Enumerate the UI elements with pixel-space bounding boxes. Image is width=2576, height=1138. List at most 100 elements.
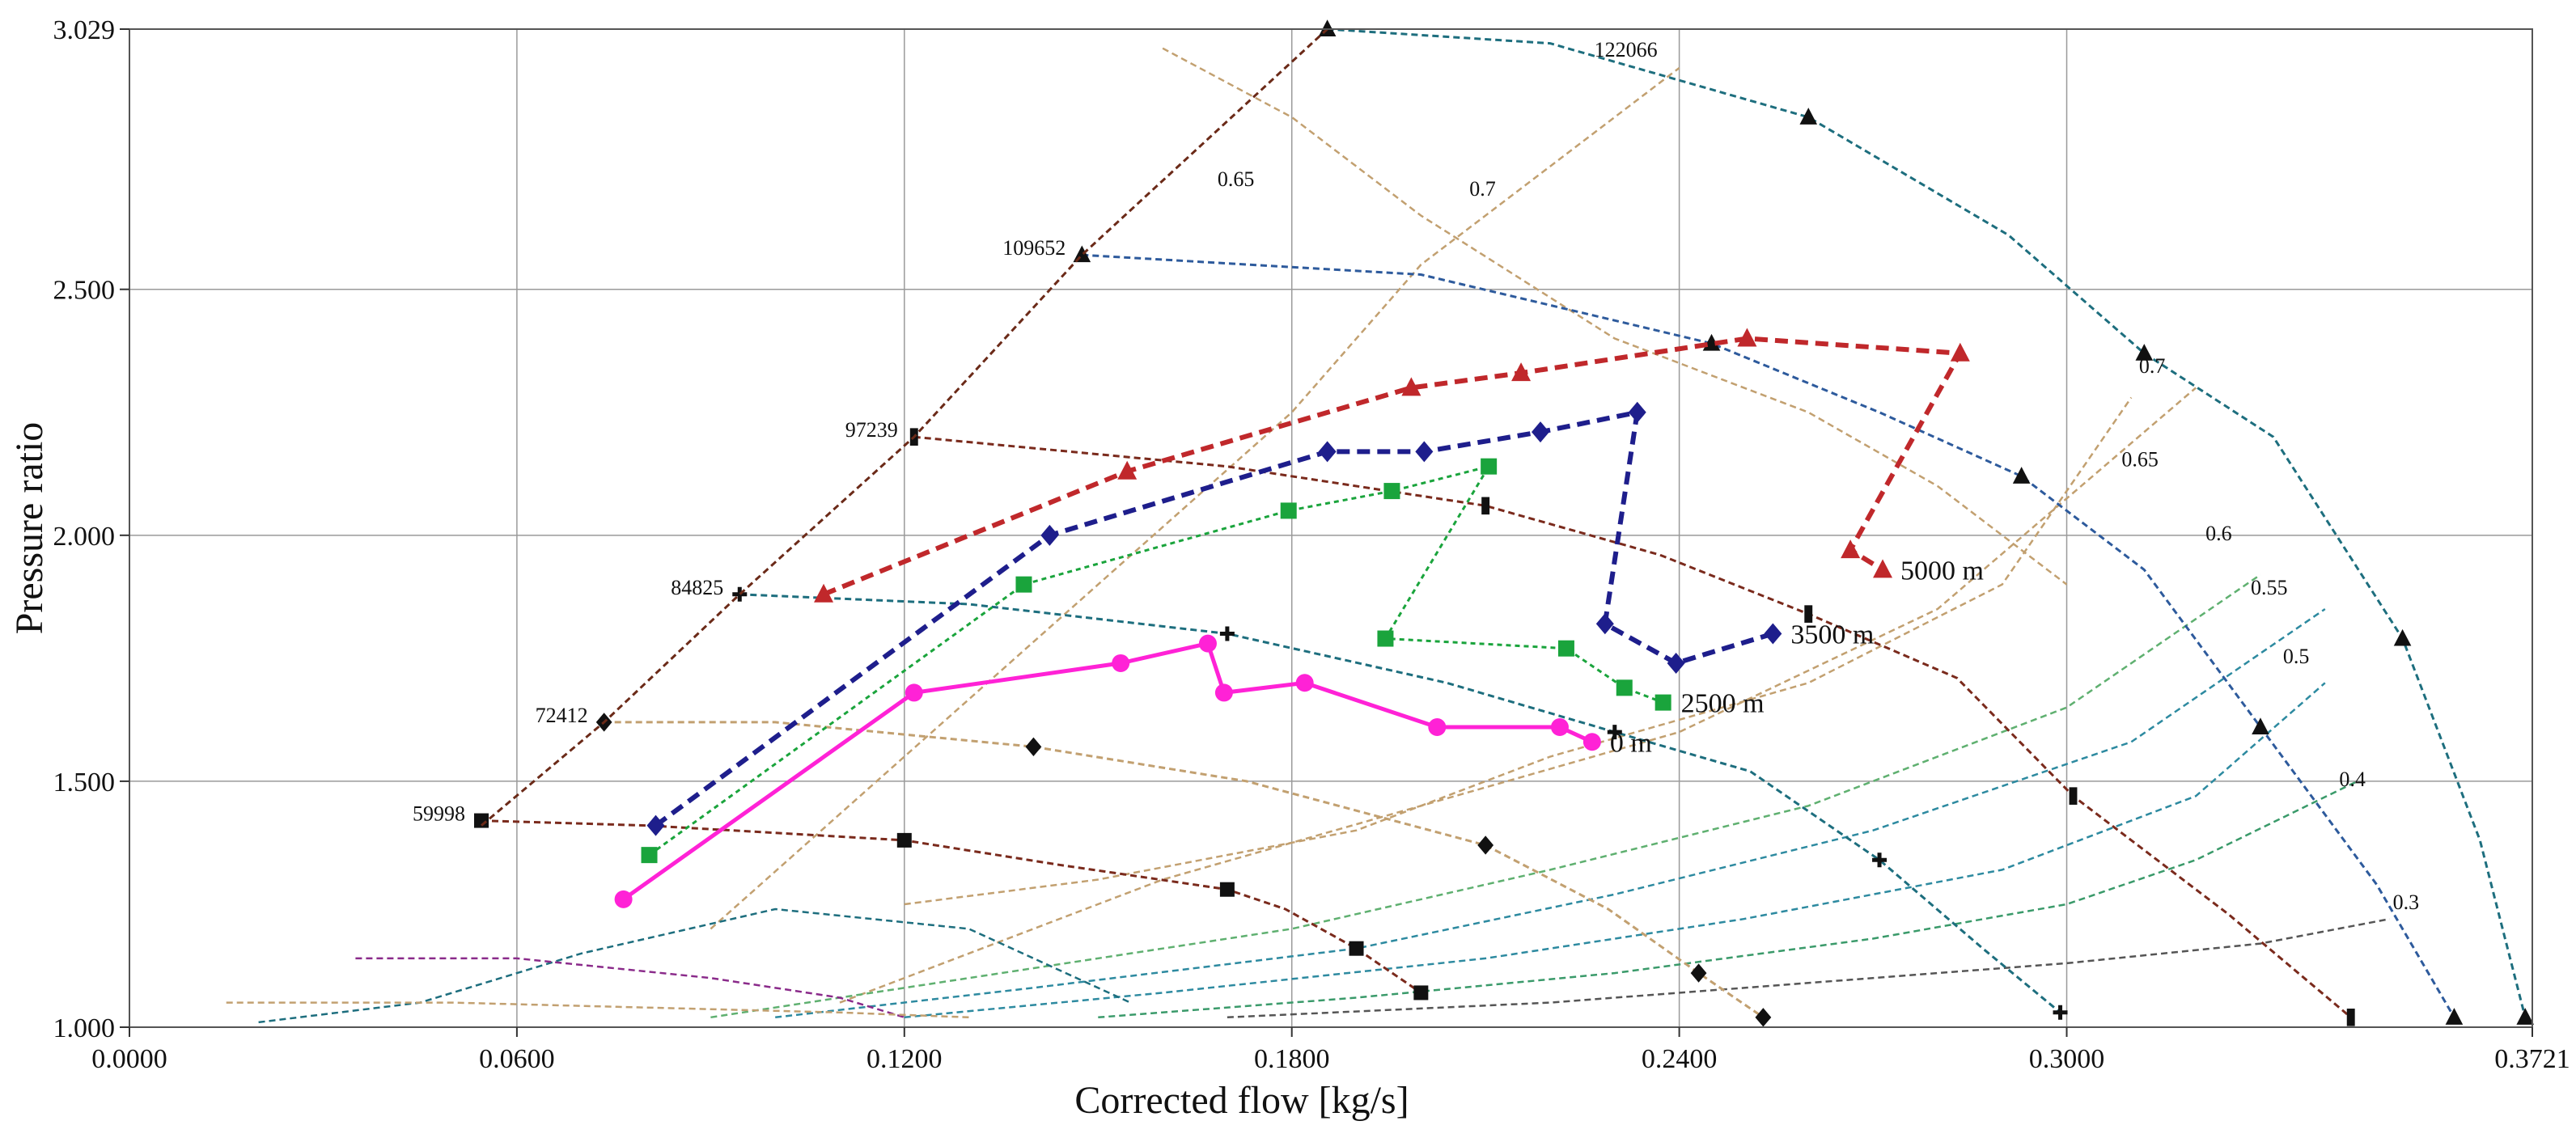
x-axis-title: Corrected flow [kg/s] [1074, 1079, 1409, 1122]
speed-line-marker [1481, 497, 1490, 515]
surge-line-group [481, 27, 1328, 827]
efficiency-islands [226, 47, 2390, 1024]
operating-point-3500m [1040, 524, 1059, 546]
speed-line-marker [2516, 1008, 2535, 1025]
efficiency-label: 0.7 [2139, 354, 2166, 378]
y-tick-label: 3.029 [53, 15, 116, 45]
operating-point-5000m [1841, 539, 1861, 559]
efficiency-label: 0.6 [2205, 522, 2232, 545]
speed-line-72412 [604, 721, 1765, 1019]
operating-point-0m [1112, 654, 1130, 672]
speed-line-59998 [481, 819, 1422, 994]
speed-line-marker [1477, 836, 1494, 855]
operating-point-3500m [1595, 613, 1614, 635]
operating-point-2500m [1654, 694, 1671, 711]
operating-point-5000m [1873, 559, 1893, 578]
operating-point-2500m [1557, 640, 1574, 657]
efficiency-label: 0.7 [1469, 177, 1496, 201]
surge-line [481, 27, 1328, 827]
speed-line-marker [1690, 963, 1707, 983]
operating-point-5000m [1950, 342, 1970, 362]
operating-point-3500m [1764, 623, 1782, 645]
operating-point-0m [1550, 718, 1569, 737]
operating-point-5000m [1401, 377, 1421, 396]
operating-point-3500m [1667, 652, 1685, 674]
x-tick-label: 0.1800 [1254, 1044, 1330, 1074]
operating-point-5000m [1511, 362, 1532, 382]
operating-point-2500m [641, 847, 658, 864]
grid [129, 29, 2532, 1027]
operating-point-3500m [1532, 421, 1550, 443]
speed-line-marker [2053, 1005, 2068, 1020]
speed-line-marker [1804, 605, 1813, 623]
speed-line-marker [1219, 882, 1235, 897]
efficiency-line [1162, 47, 2068, 586]
operating-point-3500m [646, 814, 665, 836]
speed-line-marker [732, 586, 748, 602]
efficiency-label: 0.65 [1218, 167, 1255, 191]
speed-line-marker [1755, 1008, 1772, 1027]
operating-point-2500m [1383, 483, 1400, 500]
altitude-label-3500m: 3500 m [1790, 620, 1874, 649]
speed-label-72412: 72412 [536, 704, 588, 727]
chart-labels: 59998 72412 84825 97239 109652 122066 0.65 0.7 0… [413, 38, 2419, 914]
speed-label-97239: 97239 [845, 418, 898, 442]
operating-point-2500m [1280, 502, 1297, 519]
operating-point-0m [1214, 683, 1233, 702]
speed-line-marker [1025, 737, 1042, 757]
plot-background [129, 29, 2532, 1027]
speed-line-marker [474, 813, 489, 828]
speed-line-marker [1872, 852, 1888, 868]
operating-point-5000m [814, 583, 834, 603]
operating-point-0m [1198, 634, 1217, 653]
x-tick-label: 0.0000 [91, 1044, 167, 1074]
speed-line-marker [2069, 787, 2078, 805]
operating-point-2500m [1616, 679, 1633, 696]
operating-point-3500m [1415, 441, 1434, 463]
efficiency-line [839, 387, 2197, 1004]
operating-point-5000m [1737, 328, 1757, 347]
x-tick-label: 0.3721 [2494, 1044, 2570, 1074]
speed-line-marker [896, 832, 912, 848]
speed-line-marker [1413, 985, 1429, 1001]
y-tick-label: 1.000 [53, 1013, 116, 1043]
efficiency-line [904, 396, 2133, 906]
operating-point-5000m [1117, 460, 1138, 480]
efficiency-line [226, 1001, 969, 1019]
speed-line-marker [2393, 628, 2412, 646]
operating-point-2500m [1015, 576, 1032, 593]
speed-line-marker [1607, 725, 1622, 740]
operating-point-2500m [1377, 630, 1394, 647]
speed-line-marker [2012, 467, 2031, 484]
x-tick-label: 0.3000 [2029, 1044, 2105, 1074]
x-tick-label: 0.0600 [479, 1044, 555, 1074]
x-tick-label: 0.1200 [866, 1044, 943, 1074]
y-axis-title: Pressure ratio [8, 422, 51, 635]
operating-line-5000m [822, 336, 1964, 597]
efficiency-label: 0.55 [2251, 576, 2288, 599]
speed-line-marker [1349, 941, 1364, 956]
x-tick-label: 0.2400 [1642, 1044, 1718, 1074]
operating-point-2500m [1481, 458, 1498, 475]
speed-line-marker [2445, 1008, 2464, 1025]
speed-line-marker [2346, 1009, 2355, 1026]
altitude-operating-lines [614, 328, 1970, 908]
y-tick-label: 1.500 [53, 768, 116, 797]
operating-point-0m [905, 683, 923, 702]
speed-label-109652: 109652 [1002, 236, 1066, 260]
speed-line-122066 [1327, 27, 2527, 1018]
speed-line-109652 [1082, 253, 2455, 1018]
speed-line-marker [2135, 344, 2154, 361]
y-tick-label: 2.500 [53, 276, 116, 306]
operating-point-0m [1582, 733, 1601, 751]
plot-frame [129, 28, 2533, 1028]
efficiency-label: 0.4 [2339, 768, 2366, 791]
speed-label-84825: 84825 [671, 576, 723, 599]
efficiency-line [1227, 917, 2390, 1019]
altitude-label-5000m: 5000 m [1900, 556, 1984, 586]
operating-point-0m [1428, 718, 1447, 737]
efficiency-line [355, 957, 905, 1018]
efficiency-line [710, 67, 1680, 930]
axis-ticks: 0.0000 0.0600 0.1200 0.1800 0.2400 0.3000 0.37… [53, 15, 2570, 1074]
